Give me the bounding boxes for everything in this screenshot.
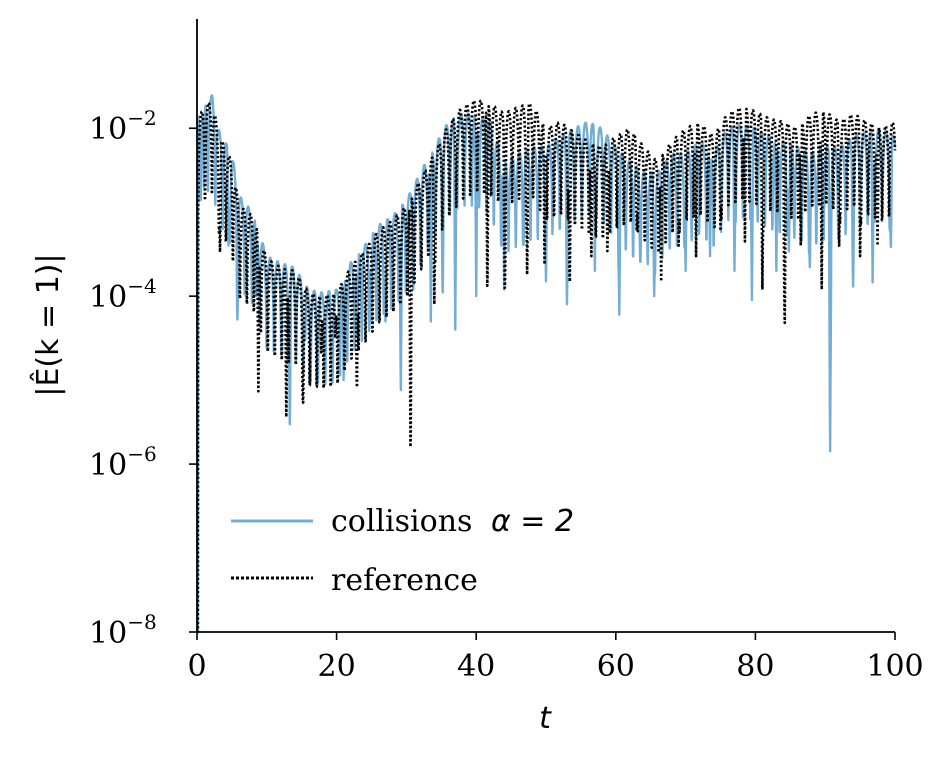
- y-tick-label: 10−6: [89, 442, 157, 483]
- series-line-collisions: [196, 94, 897, 634]
- y-axis-label: |Ê(k = 1)|: [30, 253, 66, 396]
- y-tick-label: 10−8: [89, 610, 157, 651]
- x-tick-label: 0: [187, 649, 206, 684]
- ticks-layer: 0 20 40 60 80 100 10−8 10−6 10−4 10−2: [89, 106, 924, 684]
- plot-area: 0 20 40 60 80 100 10−8 10−6 10−4 10−2: [89, 19, 924, 684]
- x-tick-label: 80: [736, 649, 774, 684]
- axes-layer: [196, 19, 895, 633]
- y-tick-label: 10−4: [89, 274, 157, 315]
- series-line-reference: [195, 99, 897, 634]
- legend: collisions α = 2 reference: [231, 504, 574, 598]
- x-axis-label: t: [539, 701, 552, 736]
- x-tick-label: 20: [318, 649, 356, 684]
- series-layer: [195, 94, 897, 634]
- legend-label-reference: reference: [331, 563, 478, 598]
- legend-label-collisions: collisions α = 2: [331, 504, 574, 539]
- legend-label-collisions-math: α = 2: [491, 504, 574, 539]
- x-tick-label: 60: [597, 649, 635, 684]
- x-tick-label: 40: [457, 649, 495, 684]
- x-tick-label: 100: [866, 649, 923, 684]
- y-tick-label: 10−2: [89, 106, 157, 147]
- legend-label-collisions-text: collisions: [331, 504, 472, 539]
